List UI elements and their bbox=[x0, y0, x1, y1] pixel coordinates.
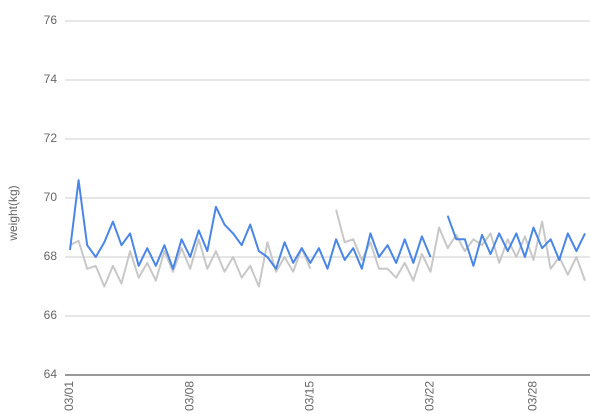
y-axis-label: weight(kg) bbox=[6, 185, 20, 241]
y-tick-label: 70 bbox=[44, 190, 58, 204]
x-tick-label: 03/28 bbox=[526, 381, 540, 411]
x-tick-label: 03/22 bbox=[423, 381, 437, 411]
y-tick-label: 72 bbox=[44, 131, 58, 145]
y-tick-label: 68 bbox=[44, 249, 58, 263]
y-tick-label: 66 bbox=[44, 308, 58, 322]
x-tick-label: 03/15 bbox=[303, 381, 317, 411]
y-tick-label: 76 bbox=[44, 13, 58, 27]
x-tick-label: 03/08 bbox=[182, 381, 196, 411]
x-tick-label: 03/01 bbox=[62, 381, 76, 411]
y-tick-label: 64 bbox=[44, 367, 58, 381]
series-line bbox=[69, 179, 586, 270]
series-line bbox=[69, 209, 586, 288]
y-tick-label: 74 bbox=[44, 72, 58, 86]
